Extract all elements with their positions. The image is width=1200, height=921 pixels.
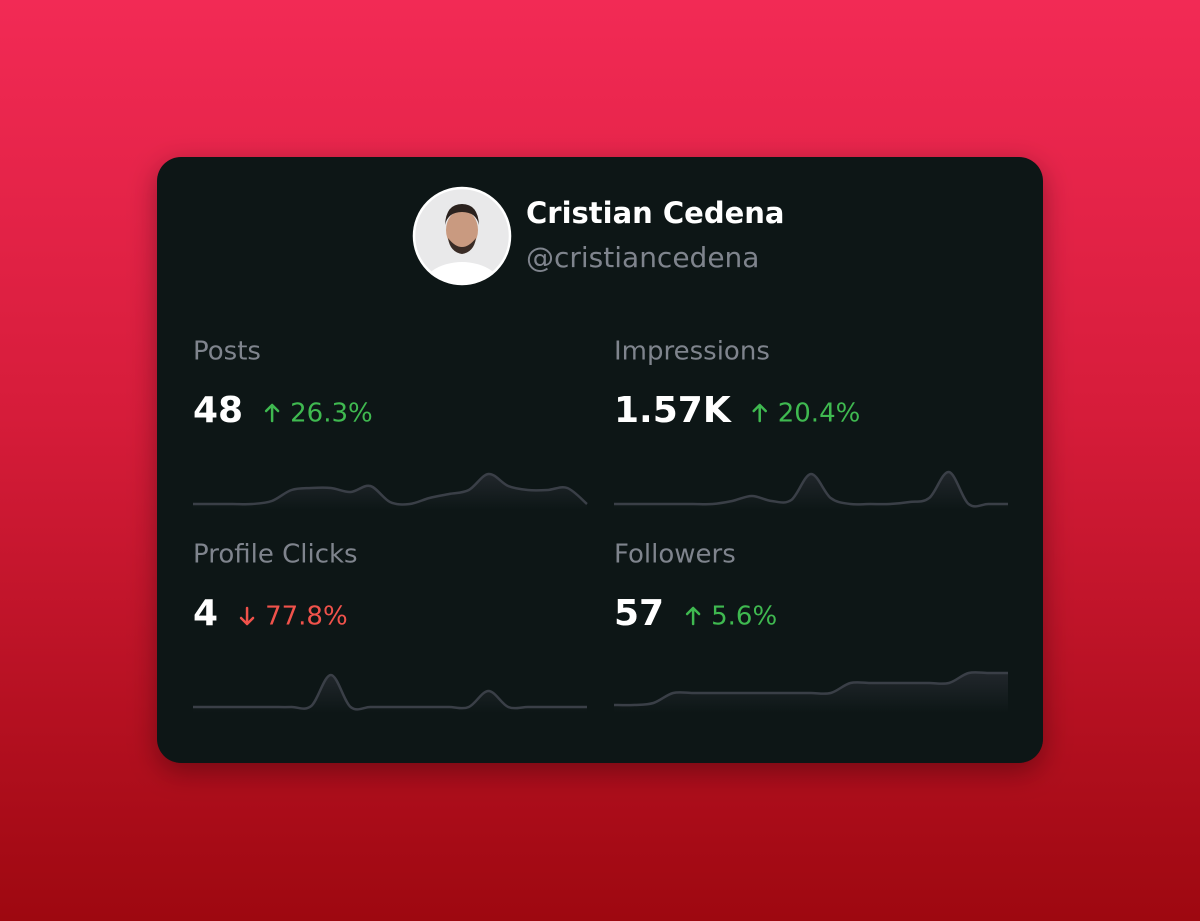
trend-arrow: [239, 606, 255, 626]
stat-value: 4: [193, 593, 218, 634]
sparkline-area: [614, 471, 1008, 510]
stat-label: Posts: [193, 337, 261, 367]
stat-change: 26.3%: [290, 399, 373, 429]
stat-change: 20.4%: [778, 399, 861, 429]
stat-label: Followers: [614, 540, 736, 570]
sparkline: [614, 470, 1008, 508]
stat-value: 1.57K: [614, 390, 732, 431]
profile-handle: @cristiancedena: [526, 241, 759, 274]
card: [157, 157, 1043, 763]
avatar[interactable]: [412, 186, 512, 322]
arrow-icon: [264, 403, 280, 423]
stat-value: 57: [614, 593, 664, 634]
stat-label: Profile Clicks: [193, 540, 358, 570]
sparkline: [613, 671, 1008, 707]
sparkline: [193, 472, 588, 506]
trend-arrow: [685, 606, 701, 626]
stat-change: 77.8%: [265, 602, 348, 632]
stat-label: Impressions: [614, 337, 770, 367]
arrow-icon: [239, 606, 255, 626]
sparkline: [193, 673, 587, 711]
trend-arrow: [752, 403, 767, 423]
arrow-icon: [685, 606, 701, 626]
arrow-icon: [752, 403, 767, 423]
trend-arrow: [264, 403, 280, 423]
sparkline-area: [193, 473, 587, 510]
profile-name: Cristian Cedena: [526, 196, 785, 230]
avatar-ring: [412, 186, 512, 286]
stat-change: 5.6%: [711, 602, 777, 632]
sparkline-area: [614, 672, 1008, 713]
stat-value: 48: [193, 390, 243, 431]
sparkline-area: [193, 674, 587, 713]
